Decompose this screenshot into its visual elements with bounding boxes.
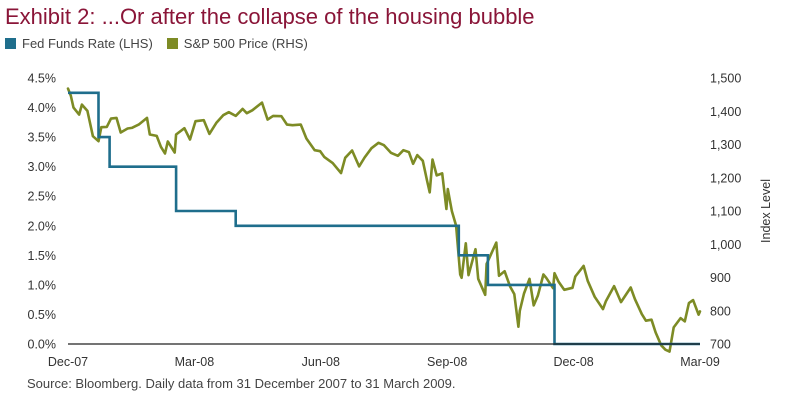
x-axis-tick-label: Jun-08 — [302, 355, 340, 369]
right-axis-tick-label: 800 — [710, 304, 731, 318]
x-axis-tick-label: Sep-08 — [427, 355, 467, 369]
left-axis-tick-label: 3.0% — [28, 160, 57, 174]
legend: Fed Funds Rate (LHS) S&P 500 Price (RHS) — [5, 36, 322, 51]
legend-item-fed-funds: Fed Funds Rate (LHS) — [5, 36, 153, 51]
x-axis-tick-label: Dec-08 — [553, 355, 593, 369]
right-axis-tick-label: 1,100 — [710, 205, 741, 219]
left-axis-tick-label: 4.5% — [28, 72, 57, 86]
left-axis-tick-label: 2.5% — [28, 190, 57, 204]
left-axis-tick-label: 0.5% — [28, 308, 57, 322]
right-axis-tick-label: 1,000 — [710, 238, 741, 252]
left-axis-tick-label: 3.5% — [28, 131, 57, 145]
left-axis-tick-label: 0.0% — [28, 338, 57, 352]
right-axis-tick-label: 900 — [710, 271, 731, 285]
source-note: Source: Bloomberg. Daily data from 31 De… — [27, 376, 456, 391]
fed-funds-rate-line — [68, 91, 700, 346]
right-axis-title: Index Level — [759, 179, 773, 243]
left-axis-tick-label: 1.5% — [28, 249, 57, 263]
legend-item-sp500: S&P 500 Price (RHS) — [166, 36, 308, 51]
sp500-price-line — [66, 87, 702, 353]
left-axis-tick-label: 1.0% — [28, 278, 57, 292]
right-axis-tick-label: 1,500 — [710, 72, 741, 86]
x-axis-tick-label: Mar-08 — [175, 355, 215, 369]
legend-label-fed-funds: Fed Funds Rate (LHS) — [22, 36, 153, 51]
legend-swatch-fed-funds — [5, 38, 16, 49]
left-axis-tick-label: 2.0% — [28, 219, 57, 233]
right-axis-tick-label: 1,300 — [710, 138, 741, 152]
legend-label-sp500: S&P 500 Price (RHS) — [183, 36, 308, 51]
x-axis-tick-label: Dec-07 — [48, 355, 88, 369]
right-axis-tick-label: 700 — [710, 338, 731, 352]
chart-title: Exhibit 2: ...Or after the collapse of t… — [5, 4, 535, 29]
right-axis-tick-label: 1,200 — [710, 171, 741, 185]
x-axis-tick-label: Mar-09 — [680, 355, 720, 369]
legend-swatch-sp500 — [166, 38, 178, 49]
right-axis-tick-label: 1,400 — [710, 105, 741, 119]
left-axis-tick-label: 4.0% — [28, 101, 57, 115]
